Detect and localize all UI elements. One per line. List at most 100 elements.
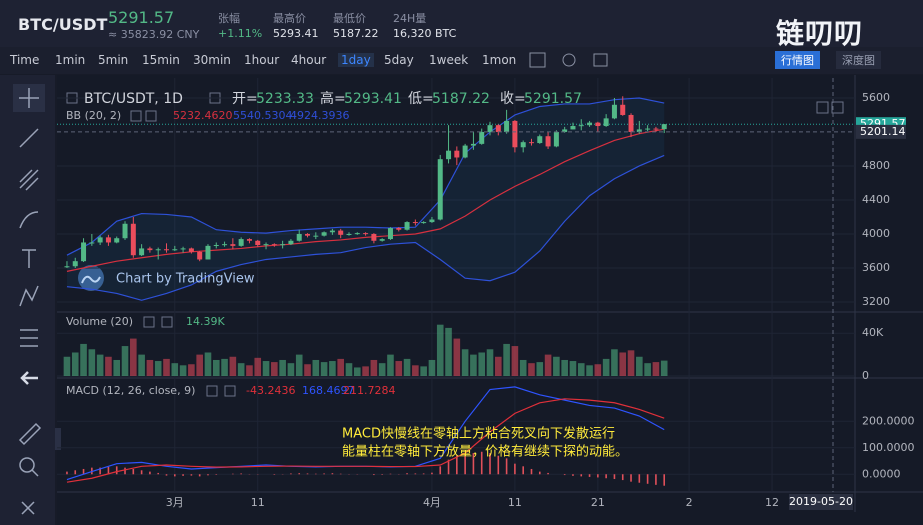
signal-line: [66, 398, 665, 483]
brush-tool[interactable]: [19, 211, 39, 229]
volume-bar: [329, 361, 336, 376]
macd-hist: [414, 473, 417, 475]
legend-text: 211.7284: [343, 384, 396, 397]
chart-type-icon[interactable]: [529, 52, 546, 68]
interval[interactable]: 1day: [338, 53, 374, 67]
y-tick-label: 3200: [862, 295, 890, 308]
watermark: Chart by TradingView: [116, 272, 255, 287]
macd-hist: [149, 471, 151, 475]
settings-icon[interactable]: [206, 385, 218, 397]
settings-icon[interactable]: [143, 316, 155, 328]
remove-tool[interactable]: [21, 501, 35, 515]
volume-bar: [254, 357, 262, 376]
back-tool[interactable]: [20, 371, 38, 385]
legend-text: 5232.4620: [173, 109, 233, 122]
pane-button[interactable]: [816, 101, 829, 114]
legend-text: 低=: [408, 91, 434, 107]
zoom-tool[interactable]: [19, 457, 35, 473]
candle-body: [595, 122, 601, 127]
interval[interactable]: 15min: [142, 53, 180, 67]
tab[interactable]: 深度图: [836, 51, 881, 69]
macd-hist: [99, 467, 101, 475]
candle-body: [230, 244, 236, 246]
pattern-tool[interactable]: [19, 285, 39, 307]
macd-hist: [547, 472, 549, 475]
toolbar-bg: [0, 47, 923, 74]
volume-bar: [403, 358, 411, 376]
volume-bar: [312, 359, 320, 376]
legend-text: 4924.3936: [290, 109, 350, 122]
candle-body: [122, 223, 128, 239]
fib-tool[interactable]: [19, 169, 39, 191]
macd-hist: [439, 466, 442, 475]
y-tick-label: 5600: [862, 91, 890, 104]
macd-hist: [315, 473, 317, 475]
volume-bar: [154, 361, 162, 376]
candle-body: [271, 244, 277, 246]
macd-hist: [198, 474, 201, 477]
macd-hist: [638, 474, 641, 483]
legend-text: 5291.57: [524, 91, 582, 107]
legend-text: 168.4697: [302, 384, 355, 397]
candle-body: [155, 249, 161, 251]
macd-hist: [613, 474, 616, 480]
candle-body: [462, 145, 468, 158]
interval[interactable]: 1mon: [482, 53, 517, 67]
candle-body: [255, 240, 261, 246]
candle-body: [346, 233, 352, 235]
annotation: MACD快慢线在零轴上方粘合死叉向下发散运行: [342, 426, 615, 442]
volume-bar: [519, 359, 527, 376]
macd-hist: [140, 470, 143, 475]
crosshair-price-box: [856, 124, 906, 139]
y-tick-label: 4400: [862, 193, 890, 206]
macd-hist: [663, 474, 666, 486]
line-tool[interactable]: [19, 128, 39, 148]
settings-icon[interactable]: [130, 110, 142, 122]
text-tool[interactable]: [22, 249, 36, 268]
volume-bar: [179, 365, 187, 376]
candle-body: [213, 245, 219, 247]
interval[interactable]: 5day: [384, 53, 414, 67]
settings-icon[interactable]: [562, 53, 576, 67]
close-icon[interactable]: [145, 110, 157, 122]
volume-bar: [453, 338, 461, 376]
volume-bar: [478, 352, 486, 376]
candle-body: [636, 129, 642, 132]
candle-body: [89, 242, 95, 244]
macd-hist: [563, 474, 566, 476]
interval[interactable]: 1hour: [244, 53, 280, 67]
close-icon[interactable]: [161, 316, 173, 328]
fullscreen-icon[interactable]: [593, 53, 608, 67]
tab[interactable]: 行情图: [775, 51, 820, 69]
interval[interactable]: 4hour: [291, 53, 327, 67]
candle-body: [553, 131, 559, 147]
interval[interactable]: 1min: [55, 53, 86, 67]
macd-hist: [157, 472, 160, 475]
interval[interactable]: 30min: [193, 53, 231, 67]
pane-button[interactable]: [831, 101, 844, 114]
macd-hist: [381, 474, 383, 475]
macd-hist: [530, 468, 533, 475]
legend-text: 5187.22: [432, 91, 490, 107]
logo: 链叨叨: [776, 17, 864, 50]
x-tick-label: 4月: [423, 496, 441, 509]
crosshair-tool[interactable]: [19, 88, 39, 108]
close-icon[interactable]: [224, 385, 236, 397]
interval[interactable]: 5min: [98, 53, 129, 67]
macd-hist: [339, 473, 342, 475]
volume-bar: [644, 363, 651, 376]
ruler-tool[interactable]: [18, 422, 42, 446]
volume-bar: [619, 352, 627, 376]
volume-bar: [362, 366, 369, 376]
prediction-tool[interactable]: [20, 329, 38, 347]
interval[interactable]: 1week: [429, 53, 469, 67]
collapse-handle[interactable]: [55, 428, 61, 450]
candle-body: [105, 237, 111, 243]
volume-bar: [428, 359, 436, 376]
volume-bar: [304, 364, 311, 376]
volume-bar: [495, 356, 502, 376]
candle-body: [263, 244, 269, 246]
interval[interactable]: Time: [10, 53, 40, 67]
volume-bar: [138, 354, 145, 376]
